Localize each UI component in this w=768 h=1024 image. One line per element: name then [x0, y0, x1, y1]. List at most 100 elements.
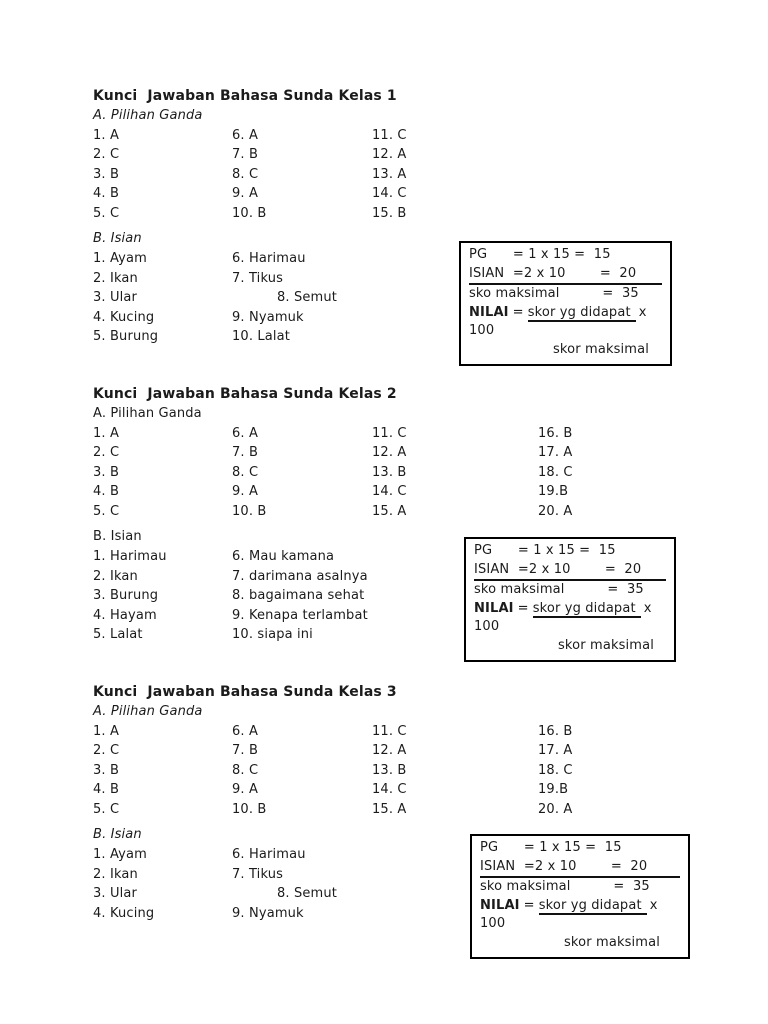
- answer-item: 18. C: [538, 464, 573, 480]
- answer-item: 12. A: [372, 743, 407, 759]
- answer-item: 20. A: [538, 503, 573, 519]
- part-a-label: A. Pilihan Ganda: [93, 108, 203, 123]
- answer-item: 2. Ikan: [93, 270, 138, 286]
- answer-item: 7. Tikus: [232, 866, 284, 882]
- score-line-nilai: NILAI = skor yg didapat x: [469, 304, 662, 323]
- answer-row: 4. Kucing 9. Nyamuk: [93, 904, 713, 924]
- score-formula-box: PG = 1 x 15 = 15 ISIAN =2 x 10 = 20 sko …: [470, 834, 690, 959]
- answer-item: 9. Nyamuk: [232, 309, 304, 325]
- answer-item: 1. Ayam: [93, 250, 147, 266]
- score-formula-box: PG = 1 x 15 = 15 ISIAN =2 x 10 = 20 sko …: [464, 537, 676, 662]
- answer-item: 2. Ikan: [93, 568, 138, 584]
- section-title: Kunci Jawaban Bahasa Sunda Kelas 1: [93, 88, 397, 104]
- answer-item: 11. C: [372, 425, 407, 441]
- answer-row: 2. Ikan 7. Tikus: [93, 269, 713, 289]
- answer-item: 18. C: [538, 762, 573, 778]
- answer-item: 6. Harimau: [232, 250, 306, 266]
- answer-column: 1. A 2. C 3. B 4. B 5. C: [93, 722, 232, 820]
- answer-item: 6. Mau kamana: [232, 548, 335, 564]
- score-line-pg: PG = 1 x 15 = 15: [480, 840, 622, 855]
- answer-column: 1. A 2. C 3. B 4. B 5. C: [93, 424, 232, 522]
- score-line-isian: ISIAN =2 x 10 = 20: [480, 858, 680, 878]
- answer-key-section-kelas-3: Kunci Jawaban Bahasa Sunda Kelas 3 A. Pi…: [93, 682, 713, 923]
- answer-item: 1. A: [93, 127, 120, 143]
- answer-item: 9. A: [232, 782, 259, 798]
- nilai-denominator: skor maksimal: [553, 341, 650, 357]
- answer-column: 6. A 7. B 8. C 9. A 10. B: [232, 126, 372, 224]
- answer-item: 2. Ikan: [93, 866, 138, 882]
- answer-item: 4. Hayam: [93, 607, 157, 623]
- score-line-factor: 100: [469, 323, 495, 338]
- answer-item: 12. A: [372, 445, 407, 461]
- answer-item: 1. A: [93, 425, 120, 441]
- part-b-label: B. Isian: [93, 231, 142, 247]
- answer-item: 6. A: [232, 127, 259, 143]
- answer-column: 11. C 12. A 13. B 14. C 15. A: [372, 722, 538, 820]
- answer-item: 9. Kenapa terlambat: [232, 607, 368, 623]
- answer-item: 6. Harimau: [232, 846, 306, 862]
- part-b-answers: 1. Ayam 6. Harimau 2. Ikan 7. Tikus 3. U…: [93, 845, 713, 923]
- answer-item: 6. A: [232, 723, 259, 739]
- answer-row: 4. Hayam 9. Kenapa terlambat: [93, 606, 713, 626]
- score-line-factor: 100: [480, 916, 506, 931]
- part-a-label: A. Pilihan Ganda: [93, 704, 203, 719]
- answer-row: 1. Harimau 6. Mau kamana: [93, 547, 713, 567]
- answer-item: 5. C: [93, 503, 120, 519]
- answer-item: 14. C: [372, 782, 407, 798]
- answer-key-section-kelas-1: Kunci Jawaban Bahasa Sunda Kelas 1 A. Pi…: [93, 86, 713, 347]
- equals-sign: =: [523, 897, 535, 913]
- answer-item: 1. Harimau: [93, 548, 167, 564]
- nilai-numerator: skor yg didapat: [527, 304, 636, 322]
- part-a-answers: 1. A 2. C 3. B 4. B 5. C 6. A 7. B 8. C …: [93, 722, 713, 820]
- answer-item: 8. C: [232, 762, 259, 778]
- answer-column: 11. C 12. A 13. A 14. C 15. B: [372, 126, 538, 224]
- nilai-label: NILAI: [469, 304, 509, 320]
- answer-item: 8. bagaimana sehat: [232, 588, 365, 604]
- answer-item: 13. B: [372, 762, 407, 778]
- score-line-pg: PG = 1 x 15 = 15: [469, 247, 611, 262]
- answer-row: 1. Ayam 6. Harimau: [93, 249, 713, 269]
- answer-key-section-kelas-2: Kunci Jawaban Bahasa Sunda Kelas 2 A. Pi…: [93, 384, 713, 645]
- part-a-answers: 1. A 2. C 3. B 4. B 5. C 6. A 7. B 8. C …: [93, 424, 713, 522]
- answer-item: 3. Ular: [93, 290, 138, 306]
- answer-item: 9. A: [232, 484, 259, 500]
- answer-column: 1. A 2. C 3. B 4. B 5. C: [93, 126, 232, 224]
- answer-item: 4. Kucing: [93, 309, 155, 325]
- multiply-sign: x: [643, 600, 652, 616]
- answer-item: 16. B: [538, 723, 573, 739]
- answer-item: 10. B: [232, 503, 267, 519]
- answer-item: 13. B: [372, 464, 407, 480]
- answer-row: 2. Ikan 7. darimana asalnya: [93, 567, 713, 587]
- answer-item: 7. B: [232, 147, 259, 163]
- answer-item: 5. Burung: [93, 329, 159, 345]
- answer-item: 10. B: [232, 205, 267, 221]
- multiply-sign: x: [638, 304, 647, 320]
- answer-item: 5. C: [93, 205, 120, 221]
- answer-item: 12. A: [372, 147, 407, 163]
- answer-column: 6. A 7. B 8. C 9. A 10. B: [232, 722, 372, 820]
- answer-column: 16. B 17. A 18. C 19.B 20. A: [538, 722, 713, 820]
- part-b-label: B. Isian: [93, 529, 142, 545]
- equals-sign: =: [512, 304, 524, 320]
- answer-item: 5. C: [93, 801, 120, 817]
- nilai-label: NILAI: [480, 897, 520, 913]
- nilai-numerator: skor yg didapat: [532, 600, 641, 618]
- answer-item: 10. siapa ini: [232, 627, 313, 643]
- answer-item: 16. B: [538, 425, 573, 441]
- answer-item: 17. A: [538, 445, 573, 461]
- answer-item: 9. Nyamuk: [232, 905, 304, 921]
- score-line-pg: PG = 1 x 15 = 15: [474, 543, 616, 558]
- answer-item: 15. A: [372, 503, 407, 519]
- answer-item: 15. B: [372, 205, 407, 221]
- nilai-denominator: skor maksimal: [564, 934, 661, 950]
- answer-row: 5. Lalat 10. siapa ini: [93, 625, 713, 645]
- answer-item: 4. B: [93, 186, 120, 202]
- answer-column: [538, 126, 713, 224]
- answer-item: 3. B: [93, 464, 120, 480]
- answer-row: 3. Ular 8. Semut: [93, 884, 713, 904]
- nilai-label: NILAI: [474, 600, 514, 616]
- section-title: Kunci Jawaban Bahasa Sunda Kelas 3: [93, 684, 397, 700]
- answer-item: 20. A: [538, 801, 573, 817]
- answer-item: 15. A: [372, 801, 407, 817]
